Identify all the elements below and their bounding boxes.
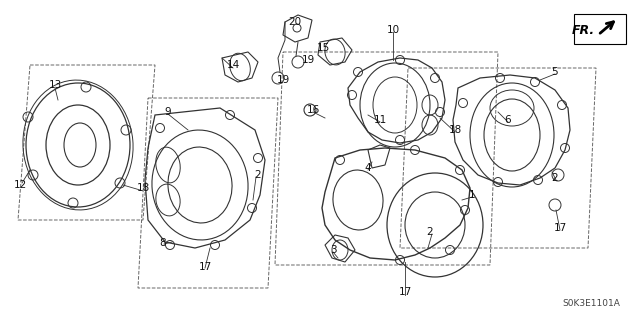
- Text: FR.: FR.: [572, 23, 595, 36]
- Text: 2: 2: [255, 170, 261, 180]
- Text: 2: 2: [552, 173, 558, 183]
- Text: 18: 18: [136, 183, 150, 193]
- Text: 5: 5: [552, 67, 558, 77]
- Text: 19: 19: [301, 55, 315, 65]
- Text: 3: 3: [330, 245, 336, 255]
- Text: 17: 17: [198, 262, 212, 272]
- Text: 12: 12: [13, 180, 27, 190]
- Text: 11: 11: [373, 115, 387, 125]
- Text: 8: 8: [160, 238, 166, 248]
- Text: S0K3E1101A: S0K3E1101A: [562, 299, 620, 308]
- Text: 10: 10: [387, 25, 399, 35]
- Text: 6: 6: [505, 115, 511, 125]
- Text: 18: 18: [449, 125, 461, 135]
- Text: 16: 16: [307, 105, 319, 115]
- Text: 17: 17: [554, 223, 566, 233]
- Text: 4: 4: [365, 163, 371, 173]
- Text: 1: 1: [468, 190, 476, 200]
- Text: 15: 15: [316, 43, 330, 53]
- Text: 19: 19: [276, 75, 290, 85]
- Text: 2: 2: [427, 227, 433, 237]
- Text: 13: 13: [49, 80, 61, 90]
- Text: 14: 14: [227, 60, 239, 70]
- Text: 9: 9: [164, 107, 172, 117]
- Text: 20: 20: [289, 17, 301, 27]
- Text: 17: 17: [398, 287, 412, 297]
